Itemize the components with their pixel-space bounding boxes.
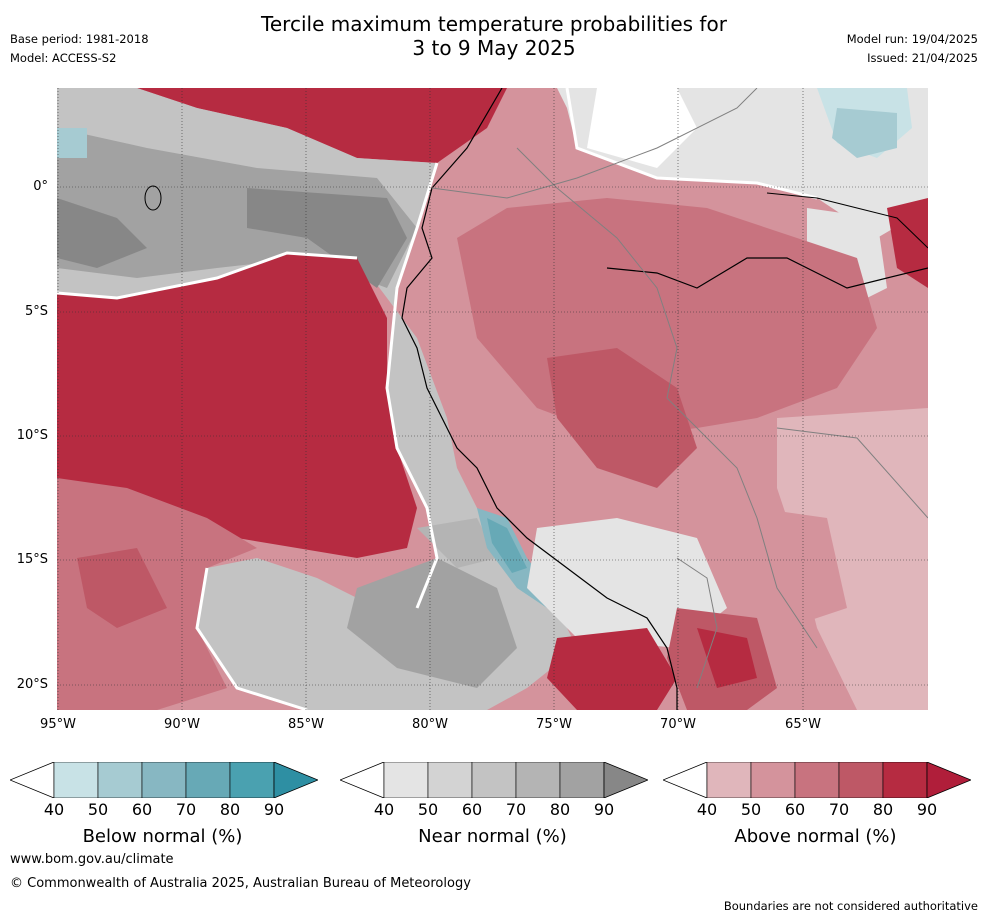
colorbar-below-title: Below normal (%)	[82, 826, 243, 847]
map-title-line1: Tercile maximum temperature probabilitie…	[261, 12, 727, 36]
border-bolivia-brazil	[776, 427, 928, 519]
region-sw-above-70	[77, 548, 167, 628]
colorbar-extend-high	[926, 762, 971, 798]
disclaimer-text: Boundaries are not considered authoritat…	[723, 899, 978, 913]
region-ne-white	[587, 88, 697, 168]
region-e-high	[887, 198, 928, 288]
probability-map	[57, 88, 928, 710]
river-north	[766, 192, 928, 249]
website-link[interactable]: www.bom.gov.au/climate	[10, 852, 174, 867]
colorbar-tick-label: 70	[828, 800, 850, 819]
contour-40-b	[57, 251, 358, 300]
region-coast-near-mid	[417, 518, 497, 568]
colorbar-tick-label: 90	[916, 800, 938, 819]
colorbar-segment	[471, 762, 517, 798]
model-name: Model: ACCESS-S2	[10, 51, 117, 65]
contour-40-a	[385, 162, 439, 609]
lon-label-85w: 85°W	[288, 717, 324, 732]
colorbar-tick-label: 60	[131, 800, 153, 819]
region-coast-below-dark	[487, 518, 527, 573]
region-se-above	[747, 508, 847, 628]
map-title-line2: 3 to 9 May 2025	[412, 36, 576, 60]
colorbar-tick-label: 40	[696, 800, 718, 819]
colorbar-extend-low	[10, 762, 55, 798]
model-run: Model run: 19/04/2025	[846, 32, 978, 46]
lon-label-70w: 70°W	[660, 717, 696, 732]
region-central-near-darkest	[247, 188, 407, 288]
colorbar-tick-label: 60	[784, 800, 806, 819]
colorbar-extend-low	[340, 762, 385, 798]
issued-date: Issued: 21/04/2025	[867, 51, 978, 65]
region-land-above-70	[547, 348, 697, 488]
lon-label-65w: 65°W	[785, 717, 821, 732]
colorbar-tick-label: 50	[87, 800, 109, 819]
colorbar-segment	[838, 762, 884, 798]
galapagos-islands	[144, 185, 162, 211]
lat-label-15s: 15°S	[16, 552, 48, 567]
border-north	[431, 88, 758, 199]
meta-left: Base period: 1981-2018 Model: ACCESS-S2	[10, 30, 149, 68]
region-west-near-darkest	[57, 198, 147, 268]
colorbar-above	[663, 762, 971, 798]
lake-titicaca-border	[676, 557, 718, 689]
colorbar-tick-label: 70	[175, 800, 197, 819]
colorbar-extend-low	[663, 762, 708, 798]
lon-label-90w: 90°W	[164, 717, 200, 732]
region-nw-below	[57, 128, 87, 158]
contour-40-d	[565, 88, 818, 200]
colorbar-extend-high	[273, 762, 318, 798]
colorbar-segment	[427, 762, 473, 798]
lat-label-10s: 10°S	[16, 428, 48, 443]
colorbar-tick-label: 60	[461, 800, 483, 819]
colorbar-near-title: Near normal (%)	[418, 826, 567, 847]
region-se-above-low	[777, 408, 928, 710]
colorbar-tick-label: 40	[373, 800, 395, 819]
colorbar-extend-high	[603, 762, 648, 798]
colorbar-segment	[185, 762, 231, 798]
lat-label-5s: 5°S	[24, 304, 48, 319]
colorbar-segment	[515, 762, 561, 798]
colorbar-segment	[794, 762, 840, 798]
region-sw-above-high	[57, 253, 417, 558]
lon-label-95w: 95°W	[40, 717, 76, 732]
colorbar-tick-label: 50	[740, 800, 762, 819]
colorbar-tick-label: 40	[43, 800, 65, 819]
region-coast-near-dark	[347, 558, 517, 688]
colorbar-tick-label: 80	[549, 800, 571, 819]
map-title: Tercile maximum temperature probabilitie…	[0, 12, 988, 60]
colorbar-tick-label: 80	[872, 800, 894, 819]
region-ne-below2	[832, 108, 897, 158]
colorbar-segment	[559, 762, 605, 798]
lon-label-75w: 75°W	[536, 717, 572, 732]
lon-label-80w: 80°W	[412, 717, 448, 732]
region-north-high	[137, 88, 507, 163]
coastline	[401, 88, 678, 710]
colorbar-segment	[750, 762, 796, 798]
colorbar-segment	[53, 762, 99, 798]
colorbar-segment	[141, 762, 187, 798]
lat-label-20s: 20°S	[16, 677, 48, 692]
colorbar-tick-label: 90	[593, 800, 615, 819]
region-south-high	[547, 628, 677, 710]
colorbar-near	[340, 762, 648, 798]
colorbar-segment	[706, 762, 752, 798]
copyright-text: © Commonwealth of Australia 2025, Austra…	[10, 876, 471, 891]
colorbar-tick-label: 90	[263, 800, 285, 819]
colorbar-segment	[882, 762, 928, 798]
colorbar-above-title: Above normal (%)	[734, 826, 897, 847]
meta-right: Model run: 19/04/2025 Issued: 21/04/2025	[847, 30, 978, 68]
colorbar-segment	[97, 762, 143, 798]
graticule	[57, 88, 928, 710]
colorbar-tick-label: 50	[417, 800, 439, 819]
colorbar-tick-label: 80	[219, 800, 241, 819]
lat-label-0: 0°	[33, 179, 48, 194]
border-peru-brazil	[516, 147, 818, 649]
colorbar-below	[10, 762, 318, 798]
colorbar-tick-label: 70	[505, 800, 527, 819]
colorbar-segment	[229, 762, 275, 798]
amazon-river	[606, 257, 928, 289]
contour-40-c	[195, 567, 308, 710]
base-period: Base period: 1981-2018	[10, 32, 149, 46]
colorbar-segment	[383, 762, 429, 798]
